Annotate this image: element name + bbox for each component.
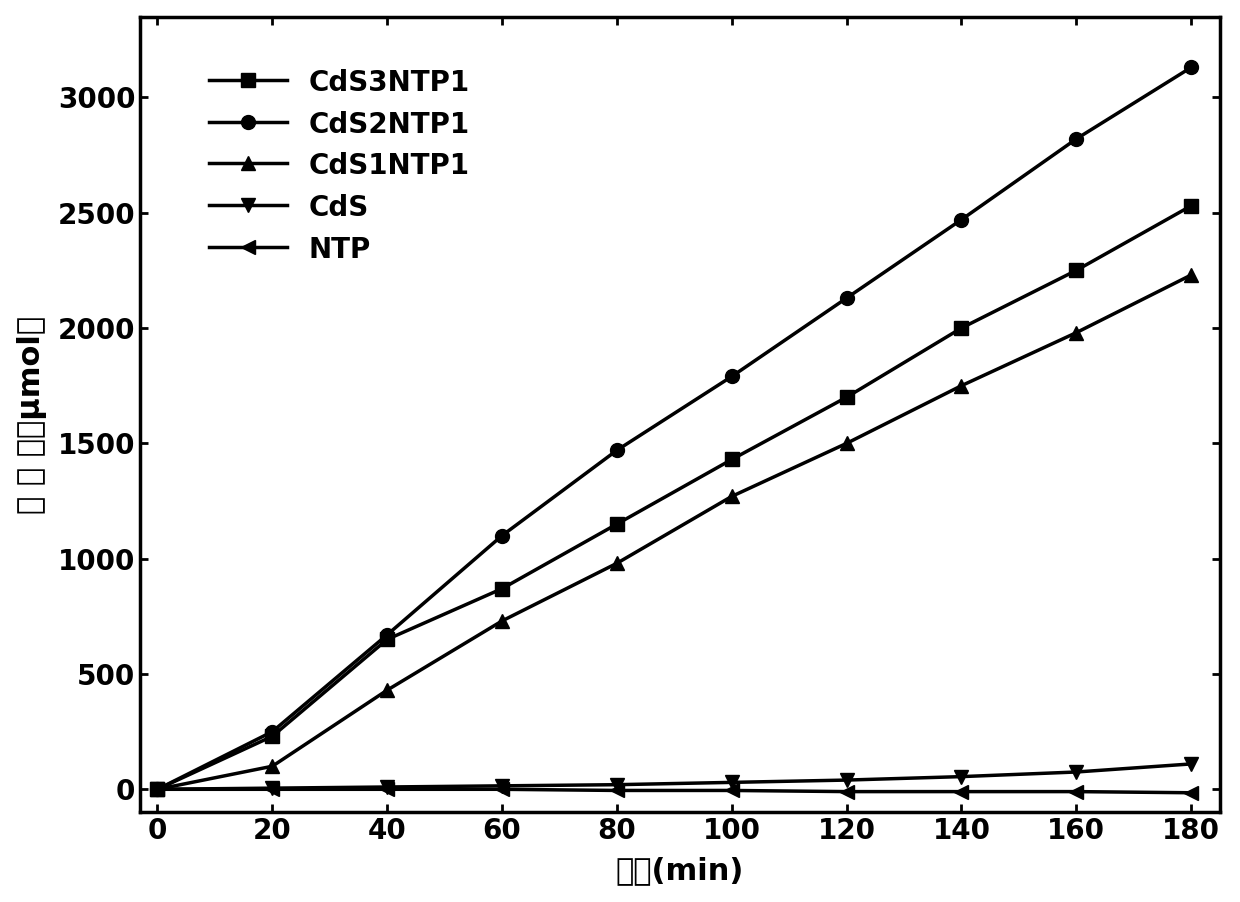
CdS: [150, 784, 165, 795]
CdS2NTP1: [150, 784, 165, 795]
CdS: [839, 775, 854, 786]
CdS1NTP1: [839, 438, 854, 449]
CdS1NTP1: [954, 381, 968, 391]
CdS2NTP1: [954, 214, 968, 225]
CdS3NTP1: [954, 323, 968, 334]
CdS2NTP1: [1184, 62, 1199, 73]
NTP: [1069, 787, 1084, 797]
CdS: [495, 780, 510, 791]
Line: CdS1NTP1: CdS1NTP1: [150, 268, 1198, 796]
Line: CdS3NTP1: CdS3NTP1: [150, 198, 1198, 796]
CdS2NTP1: [610, 445, 625, 456]
CdS1NTP1: [1184, 270, 1199, 281]
Line: NTP: NTP: [150, 782, 1198, 800]
CdS3NTP1: [610, 519, 625, 529]
X-axis label: 时间(min): 时间(min): [616, 856, 744, 886]
CdS3NTP1: [379, 634, 394, 645]
Line: CdS: CdS: [150, 757, 1198, 796]
Y-axis label: 产 氯 量（μmol）: 产 氯 量（μmol）: [16, 316, 47, 513]
NTP: [150, 784, 165, 795]
NTP: [379, 784, 394, 795]
CdS3NTP1: [1069, 265, 1084, 276]
CdS2NTP1: [1069, 133, 1084, 144]
NTP: [724, 785, 739, 796]
CdS1NTP1: [379, 685, 394, 695]
CdS3NTP1: [724, 454, 739, 465]
NTP: [265, 784, 280, 795]
NTP: [1184, 787, 1199, 798]
NTP: [839, 787, 854, 797]
CdS1NTP1: [724, 491, 739, 502]
CdS: [610, 779, 625, 790]
CdS1NTP1: [265, 760, 280, 771]
CdS3NTP1: [150, 784, 165, 795]
Line: CdS2NTP1: CdS2NTP1: [150, 60, 1198, 796]
NTP: [954, 787, 968, 797]
Legend: CdS3NTP1, CdS2NTP1, CdS1NTP1, CdS, NTP: CdS3NTP1, CdS2NTP1, CdS1NTP1, CdS, NTP: [186, 47, 492, 287]
CdS2NTP1: [495, 530, 510, 541]
CdS3NTP1: [1184, 200, 1199, 211]
CdS1NTP1: [610, 557, 625, 568]
CdS: [1069, 767, 1084, 778]
CdS1NTP1: [150, 784, 165, 795]
CdS3NTP1: [495, 584, 510, 594]
CdS2NTP1: [379, 630, 394, 640]
NTP: [495, 784, 510, 795]
CdS: [379, 781, 394, 792]
CdS2NTP1: [265, 726, 280, 737]
CdS1NTP1: [495, 615, 510, 626]
CdS3NTP1: [265, 731, 280, 741]
CdS: [954, 771, 968, 782]
NTP: [610, 785, 625, 796]
CdS: [265, 783, 280, 794]
CdS1NTP1: [1069, 327, 1084, 338]
CdS2NTP1: [839, 292, 854, 303]
CdS2NTP1: [724, 371, 739, 382]
CdS: [724, 777, 739, 787]
CdS3NTP1: [839, 391, 854, 402]
CdS: [1184, 759, 1199, 769]
